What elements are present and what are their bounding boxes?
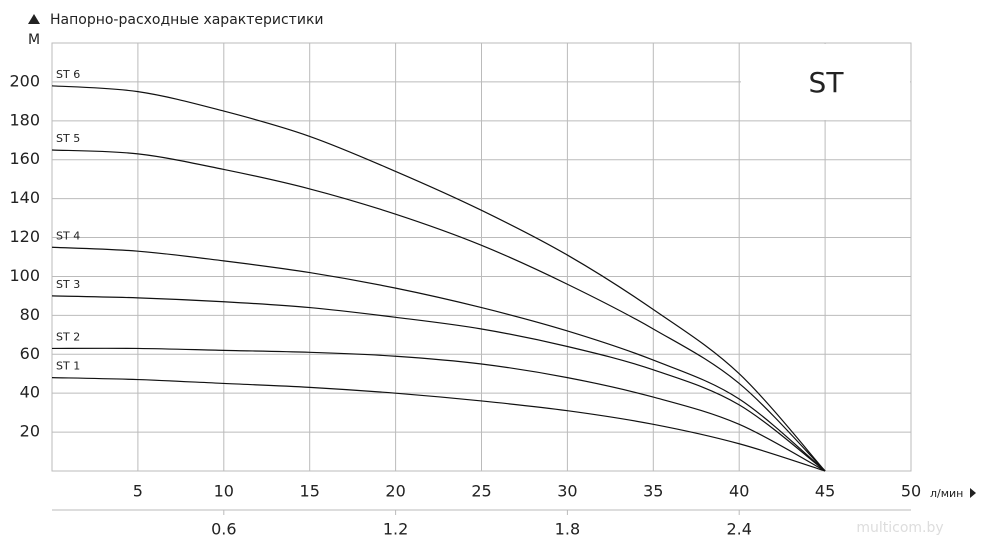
series-label: ST 5 bbox=[56, 132, 80, 145]
series-label: ST 1 bbox=[56, 360, 80, 373]
x-tick-label: 40 bbox=[729, 482, 749, 501]
series-label: ST 6 bbox=[56, 68, 80, 81]
x-tick-label: 25 bbox=[471, 482, 491, 501]
x2-tick-label: 1.8 bbox=[555, 520, 580, 539]
chart-title: Напорно-расходные характеристики bbox=[50, 12, 324, 28]
series-line bbox=[51, 347, 826, 472]
series-line bbox=[51, 377, 826, 472]
series-label: ST 3 bbox=[56, 278, 80, 291]
x-tick-label: 50 bbox=[901, 482, 921, 501]
series-line bbox=[51, 149, 826, 472]
x-tick-label: 30 bbox=[557, 482, 577, 501]
x-axis-arrow bbox=[970, 488, 976, 498]
y-tick-label: 20 bbox=[20, 422, 40, 441]
watermark: multicom.by bbox=[856, 520, 943, 536]
y-tick-label: 80 bbox=[20, 305, 40, 324]
x-tick-label: 5 bbox=[133, 482, 143, 501]
x2-tick-label: 2.4 bbox=[726, 520, 751, 539]
y-tick-label: 120 bbox=[9, 227, 40, 246]
y-axis-label: М bbox=[28, 32, 40, 48]
x-tick-label: 45 bbox=[815, 482, 835, 501]
annotation: ST bbox=[809, 66, 845, 99]
y-tick-label: 100 bbox=[9, 266, 40, 285]
annotation-box bbox=[741, 44, 910, 120]
x-tick-label: 20 bbox=[385, 482, 405, 501]
y-axis-arrow bbox=[28, 14, 40, 24]
y-tick-label: 180 bbox=[9, 110, 40, 129]
x-tick-label: 15 bbox=[300, 482, 320, 501]
series-label: ST 2 bbox=[56, 330, 80, 343]
y-tick-label: 60 bbox=[20, 344, 40, 363]
x-tick-label: 10 bbox=[214, 482, 234, 501]
x2-tick-label: 0.6 bbox=[211, 520, 236, 539]
y-tick-label: 160 bbox=[9, 149, 40, 168]
x-tick-label: 35 bbox=[643, 482, 663, 501]
x-axis-label: л/мин bbox=[930, 487, 963, 500]
y-tick-label: 140 bbox=[9, 188, 40, 207]
y-tick-label: 40 bbox=[20, 383, 40, 402]
series-line bbox=[51, 246, 826, 472]
y-tick-label: 200 bbox=[9, 71, 40, 90]
series-line bbox=[51, 295, 826, 472]
series-label: ST 4 bbox=[56, 229, 80, 242]
series-line bbox=[51, 85, 826, 472]
x2-tick-label: 1.2 bbox=[383, 520, 408, 539]
